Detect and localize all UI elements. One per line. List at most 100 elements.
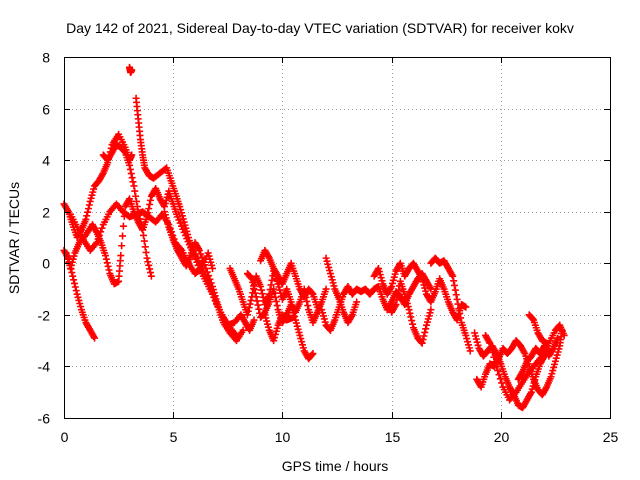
data-point-marker (133, 197, 141, 205)
data-point-marker (450, 281, 458, 289)
data-point-marker (421, 328, 429, 336)
data-point-marker (257, 286, 265, 294)
y-tick-label: 0 (42, 256, 50, 272)
data-point-marker (71, 283, 79, 291)
data-point-marker (205, 272, 213, 280)
data-point-marker (117, 252, 125, 260)
data-point-marker (206, 275, 214, 283)
data-point-marker (271, 293, 279, 301)
data-point-marker (529, 315, 537, 323)
data-point-marker (146, 269, 154, 277)
data-point-marker (70, 276, 78, 284)
data-point-marker (139, 231, 147, 239)
y-tick-label: 8 (42, 50, 50, 66)
data-point-marker (69, 272, 77, 280)
data-point-marker (560, 331, 568, 339)
series-s8 (160, 208, 258, 334)
x-tick-label: 15 (385, 429, 401, 445)
data-point-marker (101, 252, 109, 260)
data-point-marker (255, 305, 263, 313)
data-point-marker (322, 285, 330, 293)
data-point-marker (147, 272, 155, 280)
data-point-marker (272, 297, 280, 305)
data-point-marker (257, 282, 265, 290)
y-tick-label: 4 (42, 153, 50, 169)
data-point-marker (248, 275, 256, 283)
data-point-marker (452, 291, 460, 299)
data-point-marker (202, 264, 210, 272)
data-point-marker (408, 317, 416, 325)
data-point-marker (422, 325, 430, 333)
data-point-marker (393, 296, 401, 304)
data-point-marker (466, 347, 474, 355)
data-point-marker (82, 215, 90, 223)
data-point-marker (103, 259, 111, 267)
data-point-marker (142, 248, 150, 256)
data-point-marker (135, 211, 143, 219)
y-tick-label: 6 (42, 102, 50, 118)
data-point-marker (199, 257, 207, 265)
data-point-marker (289, 313, 297, 321)
data-point-marker (95, 231, 103, 239)
data-point-marker (128, 66, 136, 74)
data-point-marker (492, 362, 500, 370)
data-point-marker (418, 339, 426, 347)
data-point-marker (195, 246, 203, 254)
data-point-marker (454, 300, 462, 308)
data-point-marker (394, 291, 402, 299)
data-point-marker (267, 281, 275, 289)
data-point-marker (498, 379, 506, 387)
data-point-marker (554, 334, 562, 342)
data-point-marker (243, 311, 251, 319)
data-point-marker (126, 165, 134, 173)
x-axis-label: GPS time / hours (282, 458, 389, 474)
data-point-marker (143, 254, 151, 262)
data-point-marker (98, 224, 106, 232)
data-point-marker (102, 255, 110, 263)
data-point-marker (495, 371, 503, 379)
y-tick-label: 2 (42, 205, 50, 221)
data-point-marker (136, 215, 144, 223)
data-point-marker (119, 232, 127, 240)
data-point-marker (406, 309, 414, 317)
series-s22 (525, 311, 551, 347)
series-s21 (514, 334, 562, 383)
data-point-marker (145, 261, 153, 269)
series-s15 (370, 259, 470, 324)
x-tick-label: 25 (603, 429, 619, 445)
data-point-marker (353, 298, 361, 306)
data-point-marker (146, 196, 154, 204)
data-point-marker (127, 170, 135, 178)
data-point-marker (84, 205, 92, 213)
data-point-marker (456, 309, 464, 317)
data-point-marker (247, 274, 255, 282)
data-point-marker (68, 269, 76, 277)
data-point-marker (420, 332, 428, 340)
y-axis-label: SDTVAR / TECUs (6, 182, 22, 294)
data-point-marker (462, 303, 470, 311)
data-point-marker (491, 358, 499, 366)
x-tick-label: 0 (61, 429, 69, 445)
data-point-marker (273, 302, 281, 310)
y-tick-label: -4 (38, 359, 51, 375)
data-point-marker (143, 213, 151, 221)
x-tick-label: 20 (494, 429, 510, 445)
data-point-marker (489, 349, 497, 357)
series-s6 (126, 63, 136, 76)
data-point-marker (120, 147, 128, 155)
data-point-marker (144, 258, 152, 266)
data-point-marker (91, 334, 99, 342)
data-point-marker (134, 208, 142, 216)
data-point-marker (407, 313, 415, 321)
data-point-marker (308, 351, 316, 359)
data-point-marker (141, 243, 149, 251)
series-s16 (388, 277, 435, 347)
data-point-marker (203, 268, 211, 276)
data-point-marker (254, 301, 262, 309)
data-point-marker (104, 262, 112, 270)
data-point-marker (118, 242, 126, 250)
data-point-marker (126, 161, 134, 169)
data-point-marker (197, 250, 205, 258)
data-point-marker (246, 300, 254, 308)
